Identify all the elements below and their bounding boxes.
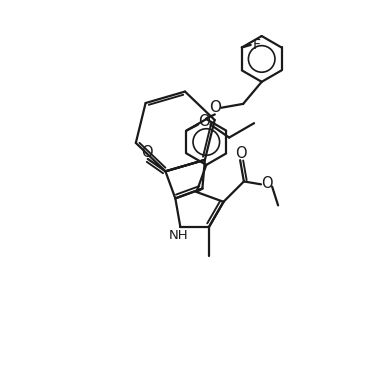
Text: O: O — [209, 100, 221, 115]
Text: F: F — [252, 38, 260, 52]
Text: O: O — [198, 114, 210, 129]
Text: O: O — [235, 146, 247, 162]
Text: O: O — [141, 145, 153, 160]
Text: O: O — [261, 176, 272, 192]
Text: NH: NH — [168, 230, 188, 242]
